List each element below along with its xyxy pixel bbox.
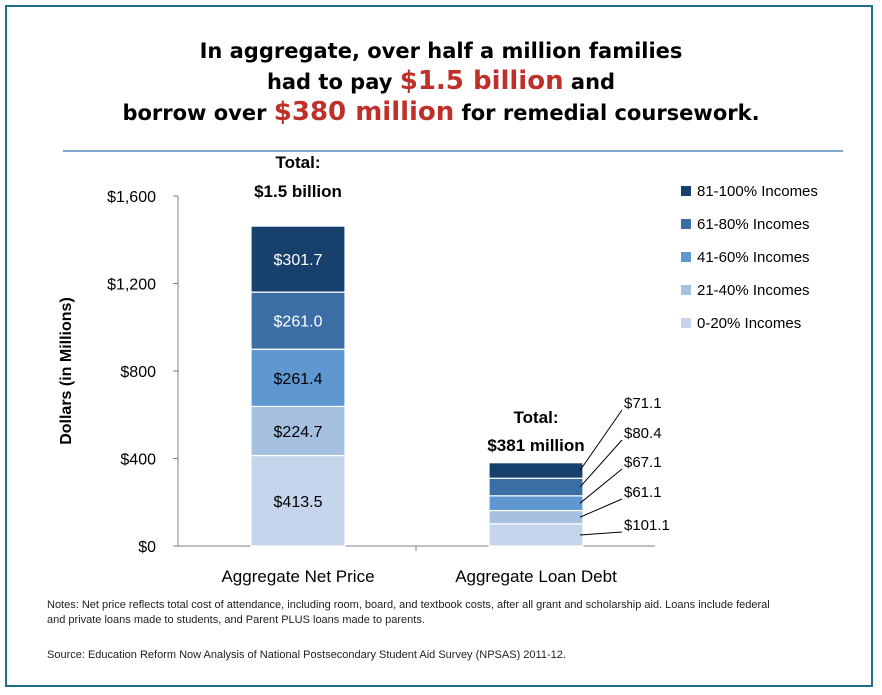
headline-line-2-post: and [563, 70, 616, 94]
legend-label: 41-60% Incomes [697, 249, 810, 266]
legend-swatch [681, 186, 691, 196]
headline-line-3-pre: borrow over [122, 101, 274, 125]
x-category-label: Aggregate Loan Debt [455, 567, 617, 586]
headline-line-2-pre: had to pay [266, 70, 400, 94]
bar-segment [250, 348, 346, 407]
total-label-value: $381 million [487, 436, 584, 455]
data-label: $301.7 [274, 252, 323, 269]
bar-segment [488, 462, 584, 479]
notes: Notes: Net price reflects total cost of … [47, 598, 770, 628]
total-label-value: $1.5 billion [254, 182, 342, 201]
chart-frame [5, 5, 873, 687]
legend-swatch [681, 285, 691, 295]
data-label: $67.1 [624, 454, 662, 471]
callout-leader [579, 439, 623, 488]
notes-line-2: and private loans made to students, and … [47, 614, 425, 626]
legend-swatch [681, 252, 691, 262]
bar-segment [250, 405, 346, 457]
y-axis-title: Dollars (in Millions) [58, 297, 75, 445]
headline-line-3-post: for remedial coursework. [454, 101, 760, 125]
bar-segment [488, 477, 584, 497]
data-label: $71.1 [624, 395, 662, 412]
callout-leader [579, 498, 623, 518]
y-tick-label: $1,600 [107, 189, 156, 206]
total-label-heading: Total: [275, 153, 320, 172]
callout-leader [579, 531, 623, 536]
data-label: $261.0 [274, 314, 323, 331]
source-note: Source: Education Reform Now Analysis of… [47, 649, 566, 661]
stacked-bar-chart: $0 $400 $800 $1,200 $1,600 Dollars (in Millio… [58, 153, 818, 586]
total-label-heading: Total: [513, 408, 558, 427]
legend-label: 0-20% Incomes [697, 315, 801, 332]
headline: In aggregate, over half a million famili… [0, 36, 882, 128]
headline-highlight-borrowed: $380 million [273, 97, 455, 127]
notes-line-1: Notes: Net price reflects total cost of … [47, 599, 770, 611]
headline-line-2: had to pay $1.5 billion and [0, 66, 882, 97]
bar-segment [488, 495, 584, 512]
y-tick-label: $400 [120, 452, 156, 469]
title-divider [63, 150, 843, 152]
headline-line-1: In aggregate, over half a million famili… [199, 39, 683, 63]
callout-leader [579, 409, 623, 471]
headline-line-3: borrow over $380 million for remedial co… [0, 97, 882, 128]
y-tick-label: $0 [138, 539, 156, 556]
legend-label: 61-80% Incomes [697, 216, 810, 233]
x-category-label: Aggregate Net Price [221, 567, 374, 586]
data-label: $224.7 [274, 424, 323, 441]
bar-segment [250, 225, 346, 293]
bar-segment [488, 523, 584, 547]
legend-label: 81-100% Incomes [697, 183, 818, 200]
y-tick-label: $1,200 [107, 277, 156, 294]
legend-label: 21-40% Incomes [697, 282, 810, 299]
bar-segment [488, 509, 584, 525]
y-tick-label: $800 [120, 364, 156, 381]
data-label: $61.1 [624, 484, 662, 501]
legend-swatch [681, 219, 691, 229]
data-label: $80.4 [624, 425, 662, 442]
legend-swatch [681, 318, 691, 328]
headline-highlight-paid: $1.5 billion [399, 66, 564, 96]
bar-segment [250, 454, 346, 547]
data-label: $261.4 [274, 371, 323, 388]
data-label: $413.5 [274, 494, 323, 511]
data-label: $101.1 [624, 517, 670, 534]
callout-leader [579, 468, 623, 504]
